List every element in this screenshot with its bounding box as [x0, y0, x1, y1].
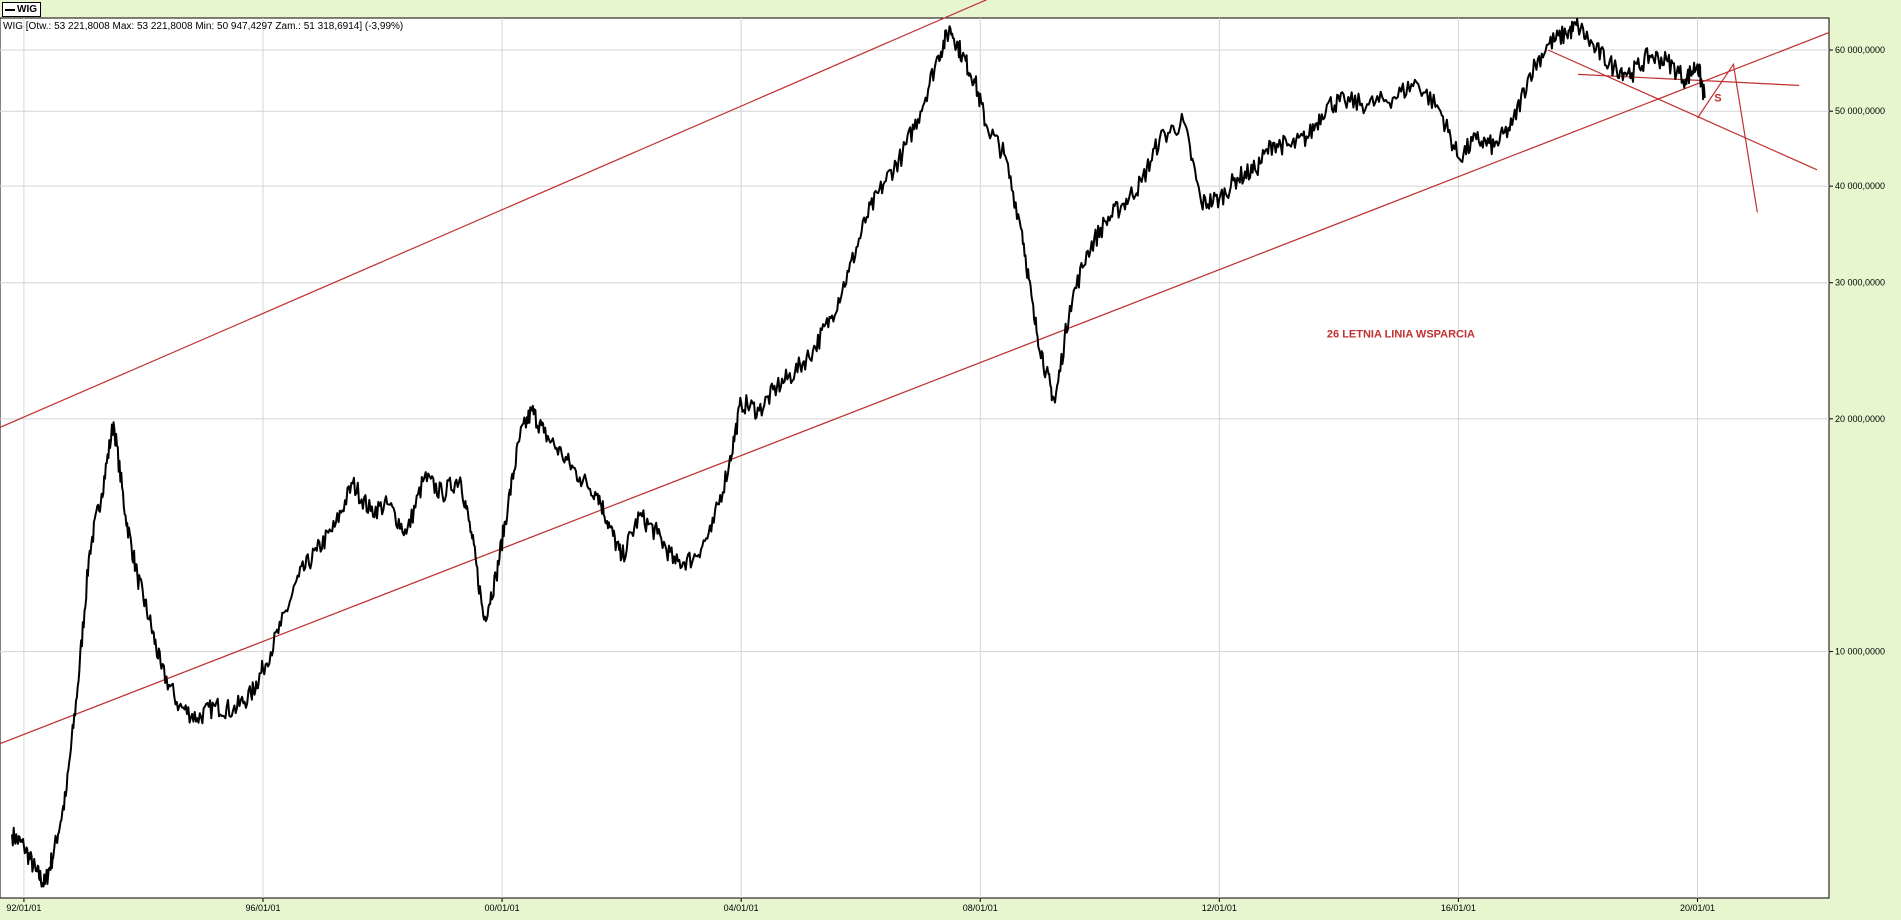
x-tick-label: 96/01/01 — [245, 903, 280, 913]
x-tick-label: 00/01/01 — [485, 903, 520, 913]
annotation-label: S — [1714, 92, 1721, 104]
x-tick-label: 92/01/01 — [6, 903, 41, 913]
trend-line-2 — [0, 32, 1830, 745]
annotation-label: 26 LETNIA LINIA WSPARCIA — [1327, 328, 1475, 340]
legend-line-icon — [5, 8, 15, 11]
x-tick-label: 08/01/01 — [963, 903, 998, 913]
trend-line-3 — [1547, 49, 1818, 171]
x-tick-label: 16/01/01 — [1441, 903, 1476, 913]
plot-area — [0, 17, 1830, 899]
trend-line-1 — [0, 0, 988, 428]
y-tick-label: 30 000,0000 — [1835, 278, 1885, 288]
x-tick-label: 20/01/01 — [1680, 903, 1715, 913]
y-tick-label: 20 000,0000 — [1835, 414, 1885, 424]
legend-label: WIG — [17, 4, 37, 15]
price-series — [11, 17, 1706, 888]
axes: 92/01/01 96/01/01 00/01/01 04/01/01 08/01/01… — [6, 45, 1885, 913]
x-tick-label: 04/01/01 — [724, 903, 759, 913]
y-tick-label: 40 000,0000 — [1835, 181, 1885, 191]
x-tick-label: 12/01/01 — [1202, 903, 1237, 913]
legend-tab-wig[interactable]: WIG — [2, 2, 41, 17]
y-tick-label: 10 000,0000 — [1835, 647, 1885, 657]
annotations: 26 LETNIA LINIA WSPARCIA S — [1327, 92, 1722, 340]
grid — [0, 18, 1829, 898]
trend-line-5 — [1697, 62, 1758, 213]
trend-lines — [0, 0, 1830, 745]
y-tick-label: 50 000,0000 — [1835, 106, 1885, 116]
y-tick-label: 60 000,0000 — [1835, 45, 1885, 55]
series-line-wig — [11, 17, 1706, 888]
chart-header-info: WIG [Otw.: 53 221,8008 Max: 53 221,8008 … — [3, 21, 403, 32]
